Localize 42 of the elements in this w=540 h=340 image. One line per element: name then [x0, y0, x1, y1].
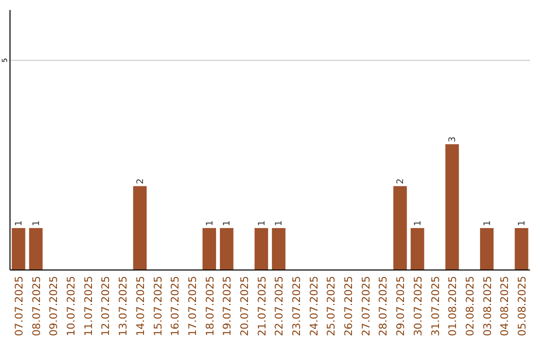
x-tick-label: 15.07.2025 — [152, 276, 164, 336]
x-tick-label: 03.08.2025 — [482, 276, 494, 336]
x-tick-label: 30.07.2025 — [412, 276, 424, 336]
x-tick-label: 02.08.2025 — [464, 276, 476, 336]
x-tick-label: 14.07.2025 — [134, 276, 147, 336]
x-tick-label: 20.07.2025 — [238, 276, 251, 336]
x-tick-label: 04.08.2025 — [499, 276, 512, 336]
x-tick-label: 24.07.2025 — [308, 276, 320, 336]
x-tick-label: 23.07.2025 — [291, 276, 304, 336]
data-label: 1 — [274, 220, 285, 226]
x-tick-label: 26.07.2025 — [343, 276, 356, 336]
x-tick-label: 17.07.2025 — [186, 276, 199, 336]
data-label: 1 — [32, 220, 42, 226]
data-label: 3 — [448, 136, 458, 142]
x-tick-label: 11.07.2025 — [82, 276, 95, 336]
x-tick-label: 09.07.2025 — [48, 276, 60, 336]
x-tick-label: 22.07.2025 — [274, 276, 286, 336]
data-label: 1 — [482, 220, 493, 226]
x-tick-label: 25.07.2025 — [326, 276, 338, 336]
data-label: 1 — [413, 220, 424, 226]
data-label: 1 — [518, 220, 528, 226]
x-tick-label: 05.08.2025 — [516, 276, 528, 336]
x-tick-label: 01.08.2025 — [447, 276, 460, 336]
data-label: 1 — [222, 220, 233, 226]
x-tick-label: 28.07.2025 — [378, 276, 390, 336]
x-tick-label: 10.07.2025 — [66, 276, 78, 336]
x-tick-label: 29.07.2025 — [395, 276, 408, 336]
x-tick-label: 18.07.2025 — [204, 276, 216, 336]
data-label: 1 — [257, 220, 268, 226]
x-tick-label: 19.07.2025 — [222, 276, 234, 336]
x-tick-label: 07.07.2025 — [14, 276, 26, 336]
data-label: 1 — [205, 220, 216, 226]
x-tick-label: 13.07.2025 — [118, 276, 130, 336]
x-tick-label: 16.07.2025 — [170, 276, 182, 336]
data-label: 1 — [14, 220, 24, 226]
data-label: 2 — [136, 178, 146, 184]
x-tick-label: 08.07.2025 — [30, 276, 43, 336]
x-tick-label: 12.07.2025 — [100, 276, 112, 336]
x-tick-label: 21.07.2025 — [256, 276, 268, 336]
x-tick-label: 27.07.2025 — [360, 276, 372, 336]
data-label: 2 — [396, 178, 406, 184]
x-tick-label: 31.07.2025 — [430, 276, 442, 336]
